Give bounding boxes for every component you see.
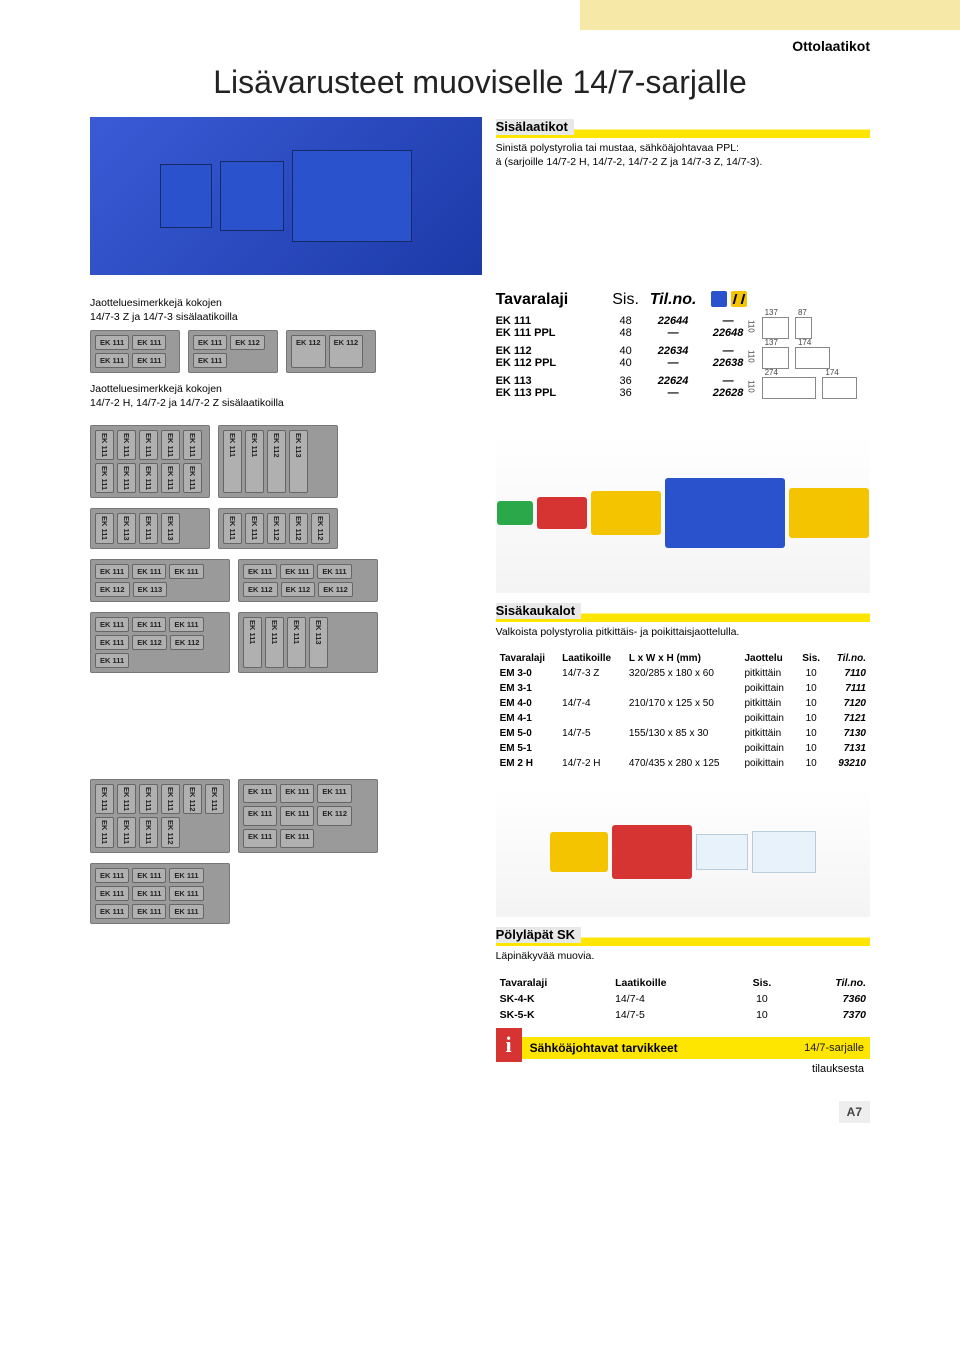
page-title: Lisävarusteet muoviselle 14/7-sarjalle <box>0 54 960 117</box>
section-sisakaukalot-heading: Sisäkaukalot <box>496 601 870 622</box>
table-row: SK-5-K14/7-5107370 <box>496 1007 870 1023</box>
table-row: EM 5-1poikittain107131 <box>496 741 870 756</box>
dimension-sketch: 137110174 <box>762 347 830 369</box>
esd-icon <box>731 291 747 307</box>
section-sisalaatikot-desc: Sinistä polystyrolia tai mustaa, sähköäj… <box>496 138 870 177</box>
table1-group: EK 1133622624—EK 113 PPL36—22628 27411017… <box>496 375 870 399</box>
label-diagrams-row1: EK 111EK 111EK 111EK 111 EK 111EK 112EK … <box>90 330 482 373</box>
color-icons <box>711 291 747 309</box>
table-row: EK 1133622624— <box>496 375 756 387</box>
table-sisakaukalot: TavaralajiLaatikoilleL x W x H (mm)Jaott… <box>496 651 870 771</box>
dimension-sketch: 274110174 <box>762 377 858 399</box>
info-icon: i <box>496 1028 522 1062</box>
section-sisakaukalot-desc: Valkoista polystyrolia pitkittäis- ja po… <box>496 622 870 647</box>
caption-1: Jaotteluesimerkkejä kokojen 14/7-3 Z ja … <box>90 297 482 324</box>
info-text: Sähköäjohtavat tarvikkeet <box>522 1041 804 1055</box>
table-row: EK 1124022634— <box>496 345 756 357</box>
table1-group: EK 1114822644—EK 111 PPL48—22648 13711087 <box>496 315 870 339</box>
table-row: EM 3-1poikittain107111 <box>496 681 870 696</box>
table1-group: EK 1124022634—EK 112 PPL40—22638 13711017… <box>496 345 870 369</box>
table-row: EK 111 PPL48—22648 <box>496 327 756 339</box>
table-row: EM 2 H14/7-2 H470/435 x 280 x 125poikitt… <box>496 756 870 771</box>
table-row: EK 112 PPL40—22638 <box>496 357 756 369</box>
table-row: EK 113 PPL36—22628 <box>496 387 756 399</box>
table-row: EM 4-014/7-4210/170 x 125 x 50pitkittäin… <box>496 696 870 711</box>
info-sub: tilauksesta <box>496 1059 870 1075</box>
section-polylapat-heading: Pölyläpät SK <box>496 925 870 946</box>
info-right: 14/7-sarjalle <box>804 1042 870 1054</box>
top-band <box>0 0 960 30</box>
section-sisalaatikot-heading: Sisälaatikot <box>496 117 870 138</box>
blue-icon <box>711 291 727 307</box>
product-image-trays <box>496 433 870 593</box>
page: Ottolaatikot Lisävarusteet muoviselle 14… <box>0 0 960 1179</box>
page-number: A7 <box>0 1075 960 1139</box>
section-polylapat-desc: Läpinäkyvää muovia. <box>496 946 870 971</box>
product-image-blue-boxes <box>90 117 482 275</box>
dimension-sketch: 13711087 <box>762 317 813 339</box>
breadcrumb: Ottolaatikot <box>0 30 960 54</box>
table-row: EM 4-1poikittain107121 <box>496 711 870 726</box>
label-diagrams-block2: EK 111EK 111EK 111EK 111EK 111 EK 111EK … <box>90 425 496 771</box>
table-row: EM 3-014/7-3 Z320/285 x 180 x 60pitkittä… <box>496 666 870 681</box>
table-polylapat: TavaralajiLaatikoilleSis.Til.no. SK-4-K1… <box>496 975 870 1023</box>
table1-header: Tavaralaji Sis. Til.no. <box>496 291 870 309</box>
label-diagrams-block3: EK 111EK 111EK 111EK 111EK 112 EK 111EK … <box>90 779 496 1075</box>
caption-2: Jaotteluesimerkkejä kokojen 14/7-2 H, 14… <box>90 383 482 410</box>
table-row: SK-4-K14/7-4107360 <box>496 991 870 1007</box>
product-image-lids <box>496 787 870 917</box>
table-row: EK 1114822644— <box>496 315 756 327</box>
table-row: EM 5-014/7-5155/130 x 85 x 30pitkittäin1… <box>496 726 870 741</box>
info-bar: i Sähköäjohtavat tarvikkeet 14/7-sarjall… <box>496 1037 870 1059</box>
